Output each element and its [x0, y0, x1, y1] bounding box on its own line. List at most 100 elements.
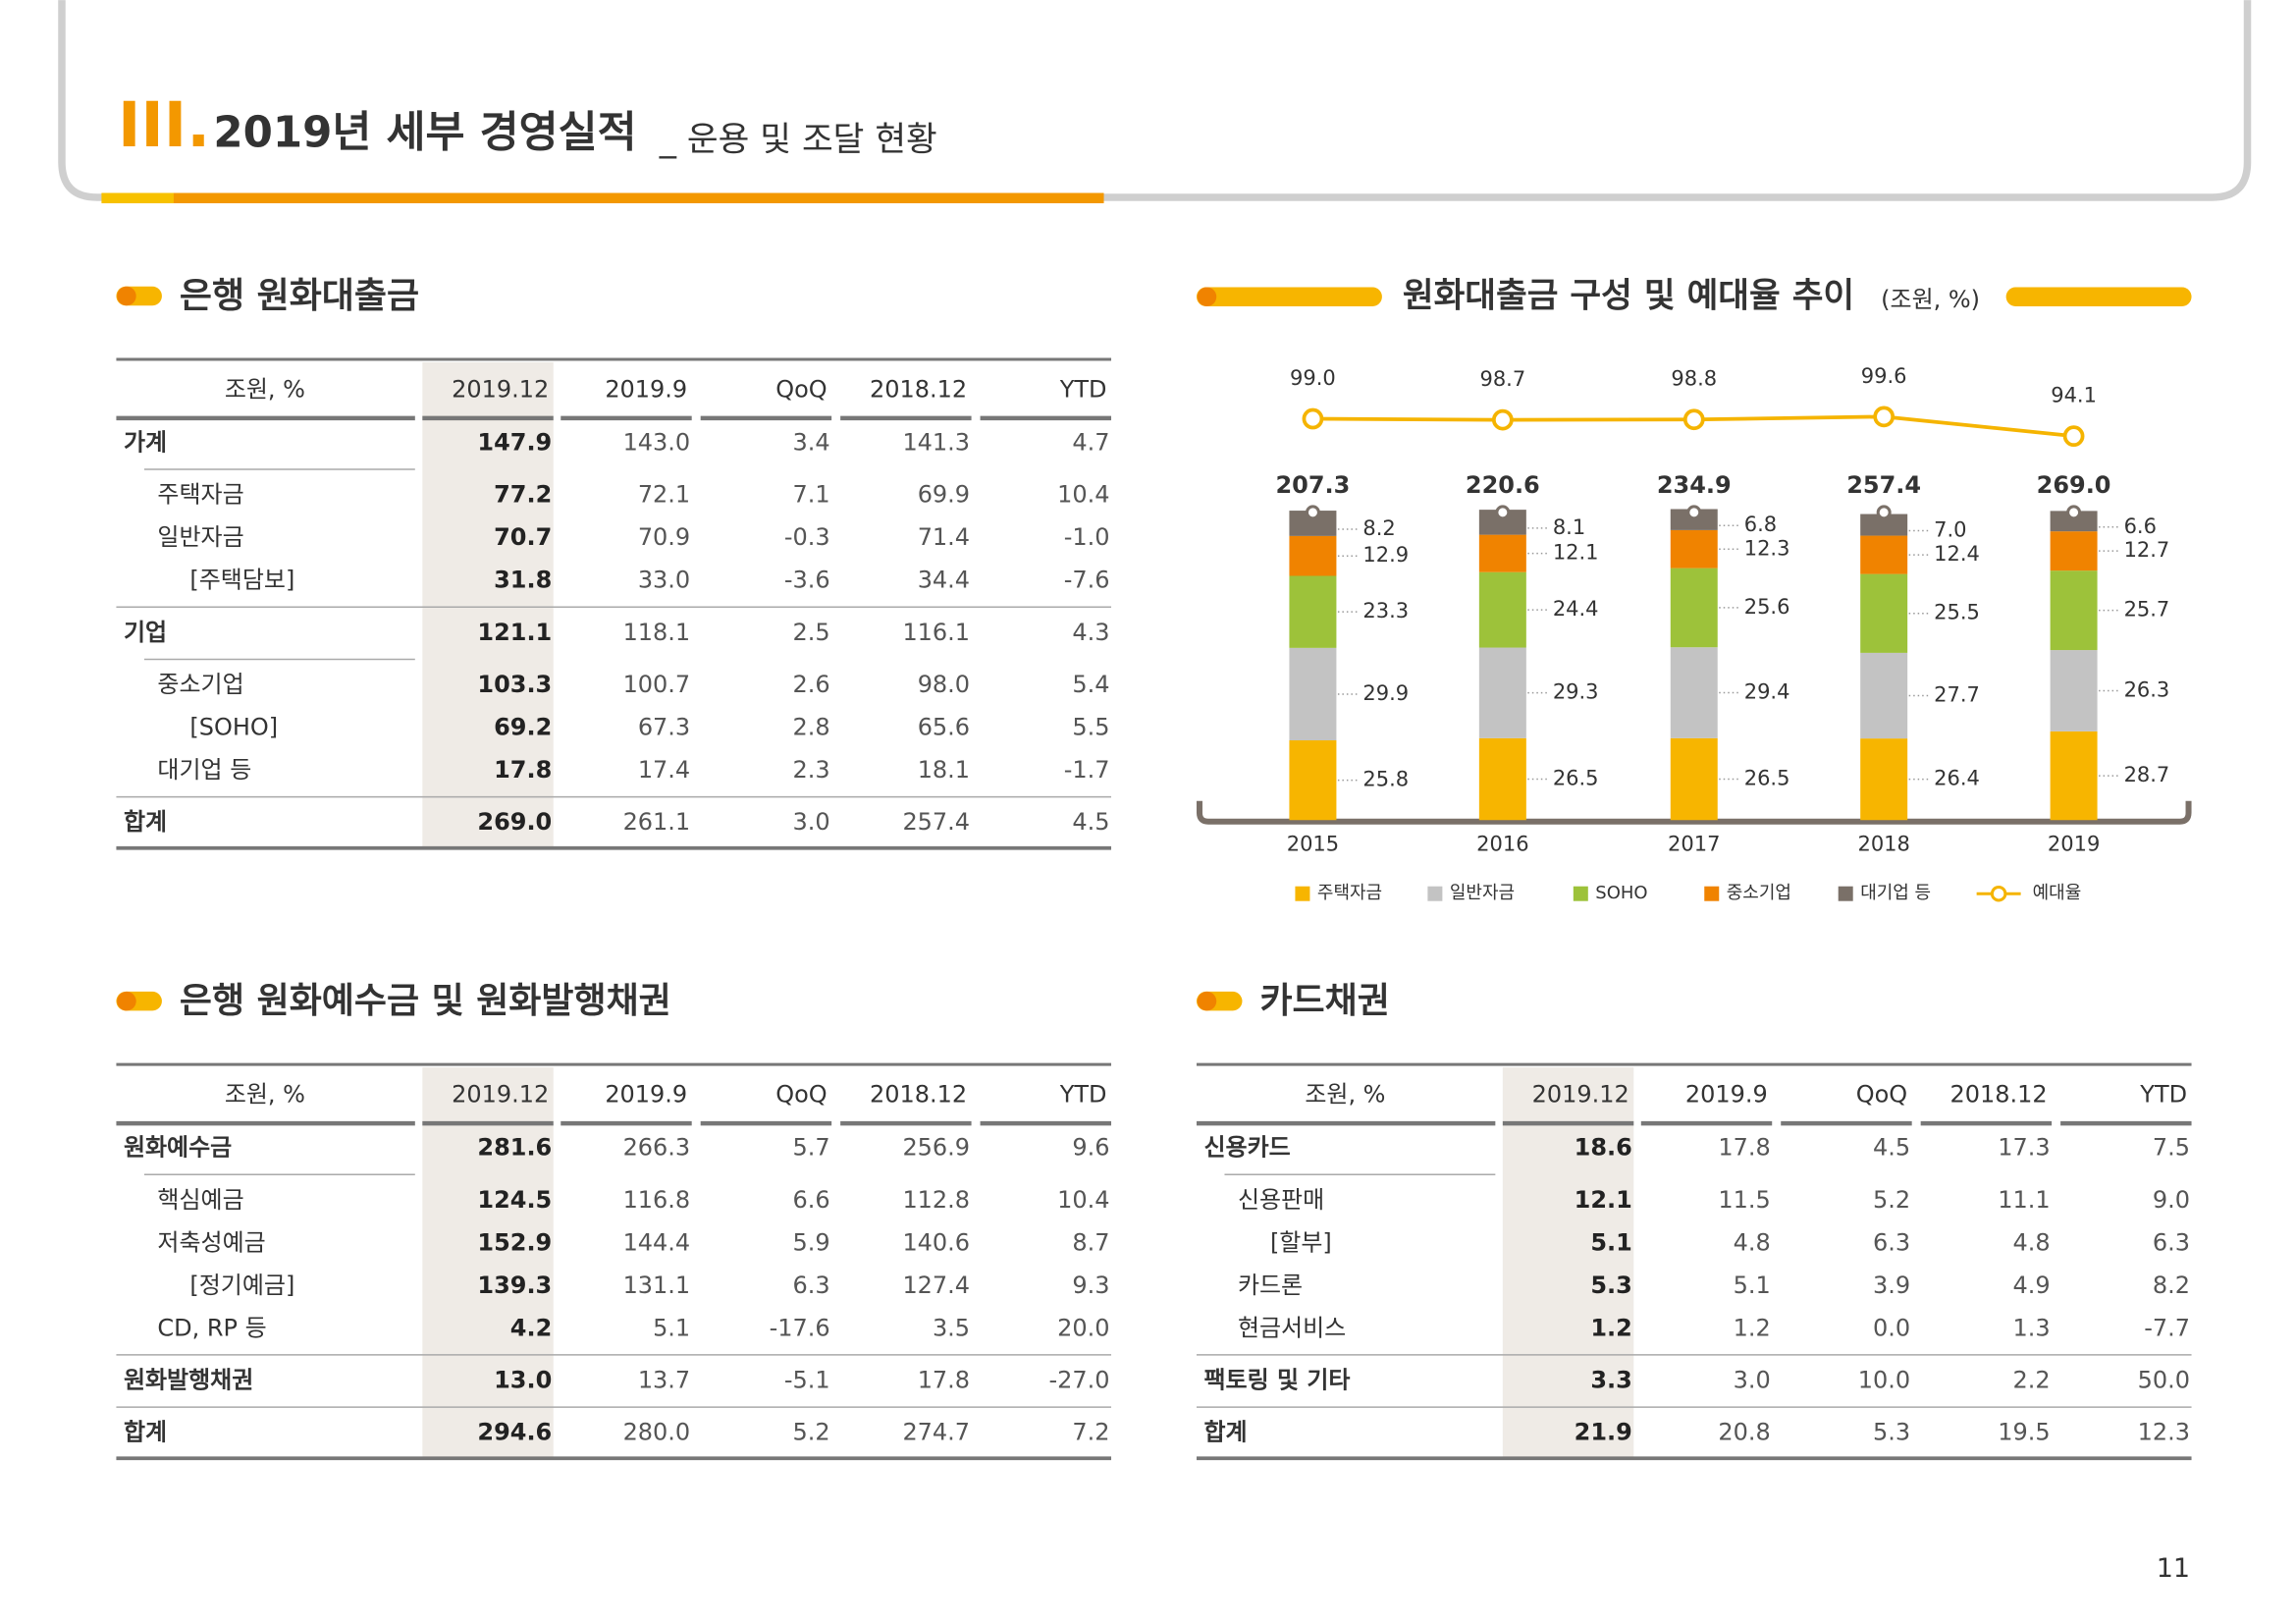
- cell: 17.8: [1718, 1134, 1770, 1162]
- cell: 17.3: [1998, 1134, 2050, 1162]
- segment-label: 25.7: [2124, 598, 2170, 622]
- segment-label: 28.7: [2124, 763, 2170, 786]
- total-label: 234.9: [1657, 471, 1732, 499]
- cell: 10.4: [1057, 1186, 1109, 1214]
- cell: 5.2: [793, 1419, 830, 1446]
- row-label: 일반자금: [157, 523, 243, 551]
- cell: 2.3: [793, 756, 830, 784]
- bar-segment: [1670, 529, 1718, 568]
- line-label: 98.7: [1479, 367, 1525, 391]
- x-tick-label: 2017: [1668, 833, 1720, 856]
- row-label: CD, RP 등: [157, 1314, 266, 1341]
- segment-label: 8.2: [1362, 516, 1395, 540]
- cell: 11.1: [1998, 1186, 2050, 1214]
- cell: 3.3: [1590, 1367, 1631, 1394]
- cell: -1.0: [1064, 523, 1110, 551]
- cell: 31.8: [494, 567, 552, 594]
- cell: 9.3: [1072, 1272, 1109, 1299]
- cell: 116.1: [902, 619, 970, 646]
- line-point: [2062, 425, 2085, 448]
- pill: [1196, 287, 1382, 306]
- cell: 77.2: [494, 481, 552, 509]
- cell: 17.8: [918, 1367, 970, 1394]
- x-tick-label: 2019: [2048, 833, 2100, 856]
- cell: 5.1: [1734, 1272, 1771, 1299]
- row-label: 원화발행채권: [124, 1367, 253, 1394]
- segment-label: 23.3: [1362, 599, 1409, 623]
- cell: 261.1: [623, 808, 691, 836]
- cell: 65.6: [918, 714, 970, 741]
- cell: 274.7: [902, 1419, 970, 1446]
- x-tick-label: 2016: [1476, 833, 1528, 856]
- column-header: 조원, %: [225, 1081, 305, 1109]
- cell: 18.6: [1575, 1134, 1632, 1162]
- total-marker: [1495, 505, 1511, 520]
- bar-segment: [1478, 737, 1526, 821]
- cell: 280.0: [623, 1419, 691, 1446]
- cell: 20.0: [1057, 1314, 1109, 1341]
- cell: 2.8: [793, 714, 830, 741]
- cell: 10.0: [1858, 1367, 1910, 1394]
- line-point: [1491, 408, 1514, 431]
- cell: 116.8: [623, 1186, 691, 1214]
- row-label: 합계: [124, 1419, 167, 1446]
- column-header: 2019.9: [1685, 1081, 1768, 1109]
- segment-label: 6.8: [1744, 513, 1777, 536]
- column-header: YTD: [2139, 1081, 2187, 1109]
- cell: 4.5: [1072, 808, 1109, 836]
- header-frame: [58, 0, 2252, 201]
- bar-segment: [1670, 568, 1718, 648]
- legend-swatch: [1990, 885, 2007, 902]
- bar-segment: [1860, 652, 1908, 739]
- cell: 4.5: [1873, 1134, 1910, 1162]
- total-label: 257.4: [1846, 471, 1921, 499]
- cell: 1.3: [2012, 1314, 2050, 1341]
- bar-segment: [1478, 534, 1526, 572]
- column-header: 2019.12: [452, 375, 549, 403]
- segment-label: 26.3: [2124, 677, 2170, 701]
- cell: 5.7: [793, 1134, 830, 1162]
- cell: 9.0: [2153, 1186, 2190, 1214]
- cell: 269.0: [477, 808, 552, 836]
- column-header: 2018.12: [870, 375, 967, 403]
- cell: 34.4: [918, 567, 970, 594]
- row-label: 팩토링 및 기타: [1203, 1367, 1350, 1394]
- cell: 3.4: [793, 428, 830, 456]
- cell: 98.0: [918, 671, 970, 698]
- segment-label: 12.3: [1744, 536, 1790, 560]
- cell: 152.9: [477, 1228, 552, 1256]
- header-title: 2019년 세부 경영실적: [213, 109, 636, 158]
- cell: 50.0: [2138, 1367, 2190, 1394]
- cell: 256.9: [902, 1134, 970, 1162]
- column-header: 2018.12: [1949, 1081, 2047, 1109]
- cell: 7.2: [1072, 1419, 1109, 1446]
- bar-segment: [1289, 575, 1337, 648]
- header-bar: [101, 192, 1104, 204]
- row-label: 현금서비스: [1238, 1314, 1346, 1341]
- bar-segment: [1860, 573, 1908, 653]
- cell: 100.7: [623, 671, 691, 698]
- highlight-column: [1502, 1067, 1634, 1459]
- cell: 140.6: [902, 1228, 970, 1256]
- bar-segment: [2050, 570, 2098, 651]
- segment-label: 29.4: [1744, 680, 1790, 704]
- legend-label: 일반자금: [1450, 883, 1515, 903]
- cell: 71.4: [918, 523, 970, 551]
- cell: 0.0: [1873, 1314, 1910, 1341]
- cell: 69.2: [494, 714, 552, 741]
- cell: 4.2: [510, 1314, 552, 1341]
- line-point: [1873, 406, 1896, 428]
- cell: -17.6: [770, 1314, 830, 1341]
- cell: 6.3: [1873, 1228, 1910, 1256]
- row-label: [주택담보]: [189, 567, 294, 594]
- segment-label: 8.1: [1553, 515, 1585, 539]
- column-header: YTD: [1059, 1081, 1107, 1109]
- cell: 127.4: [902, 1272, 970, 1299]
- row-label: 합계: [1203, 1419, 1247, 1446]
- header-numeral: III.: [118, 89, 210, 161]
- section-title: 은행 원화예수금 및 원화발행채권: [180, 981, 671, 1021]
- highlight-column: [422, 361, 554, 848]
- legend-swatch: [1838, 886, 1853, 901]
- column-header: YTD: [1059, 375, 1107, 403]
- cell: 266.3: [623, 1134, 691, 1162]
